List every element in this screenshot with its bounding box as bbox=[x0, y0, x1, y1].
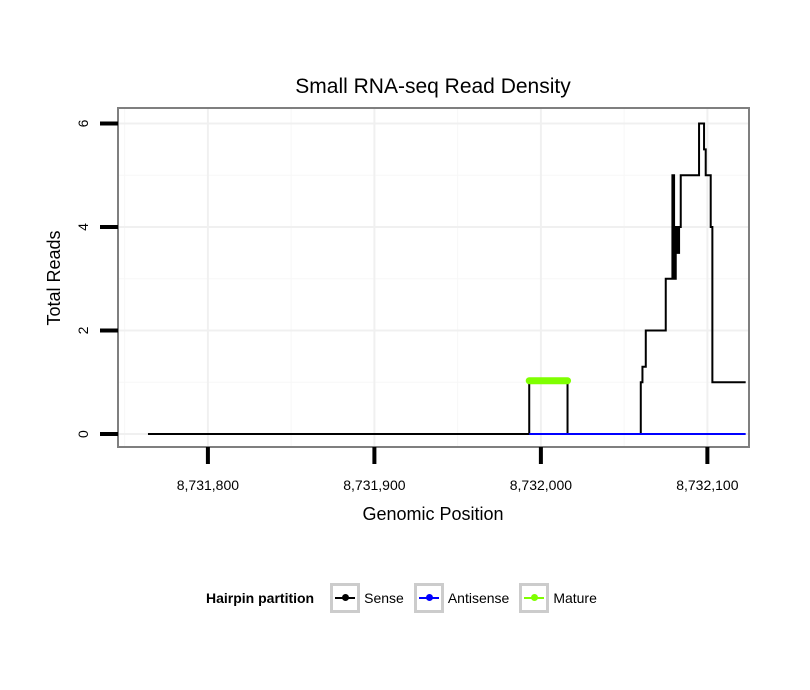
legend-key-sense bbox=[330, 583, 361, 613]
legend-label-mature: Mature bbox=[553, 590, 597, 606]
x-tick-label: 8,731,900 bbox=[343, 477, 405, 493]
legend-label-sense: Sense bbox=[364, 590, 404, 606]
plot-panel bbox=[118, 108, 749, 447]
y-tick-label: 6 bbox=[75, 119, 91, 127]
legend-item-antisense: Antisense bbox=[413, 583, 513, 613]
y-axis-label: Total Reads bbox=[44, 230, 64, 325]
series-layer bbox=[147, 122, 746, 436]
series-line-sense bbox=[147, 122, 746, 436]
legend-key-dot bbox=[425, 594, 433, 601]
legend-item-mature: Mature bbox=[519, 583, 601, 613]
y-tick-label: 4 bbox=[75, 223, 91, 231]
plot-border bbox=[117, 107, 750, 448]
legend-key-dot bbox=[342, 594, 350, 601]
y-tick-label: 2 bbox=[75, 326, 91, 334]
legend-title: Hairpin partition bbox=[206, 590, 315, 606]
x-axis: 8,731,800 8,731,900 8,732,000 8,732,100 bbox=[177, 447, 739, 493]
legend: Hairpin partition Sense Antisense Mature bbox=[206, 580, 607, 616]
x-tick-label: 8,731,800 bbox=[177, 477, 239, 493]
x-tick-label: 8,732,100 bbox=[676, 477, 738, 493]
x-axis-label: Genomic Position bbox=[362, 504, 503, 524]
y-tick-label: 0 bbox=[75, 430, 91, 438]
x-tick-label: 8,732,000 bbox=[510, 477, 572, 493]
chart-title: Small RNA-seq Read Density bbox=[295, 75, 571, 98]
legend-item-sense: Sense bbox=[330, 583, 408, 613]
legend-key-mature bbox=[519, 583, 550, 613]
y-axis: 0 2 4 6 bbox=[75, 119, 118, 438]
legend-key-antisense bbox=[413, 583, 444, 613]
legend-key-dot bbox=[531, 594, 539, 601]
legend-label-antisense: Antisense bbox=[447, 590, 510, 606]
